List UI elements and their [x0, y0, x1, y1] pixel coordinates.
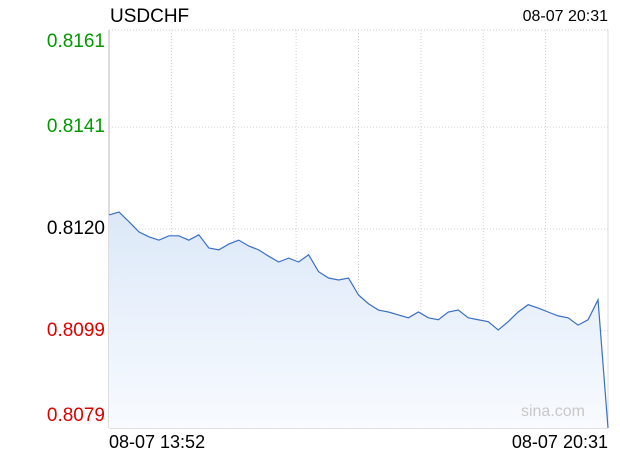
x-tick-label: 08-07 20:31 — [512, 432, 608, 452]
watermark: sina.com — [521, 403, 585, 420]
y-tick-label: 0.8120 — [47, 218, 105, 239]
y-tick-label: 0.8161 — [47, 31, 105, 52]
y-tick-label: 0.8079 — [47, 405, 105, 426]
y-tick-label: 0.8141 — [47, 116, 105, 137]
y-tick-label: 0.8099 — [47, 320, 105, 341]
area-fill — [109, 212, 608, 428]
x-tick-label: 08-07 13:52 — [109, 432, 205, 452]
price-line — [108, 211, 609, 429]
chart-title: USDCHF — [110, 6, 189, 27]
timestamp: 08-07 20:31 — [523, 8, 609, 25]
